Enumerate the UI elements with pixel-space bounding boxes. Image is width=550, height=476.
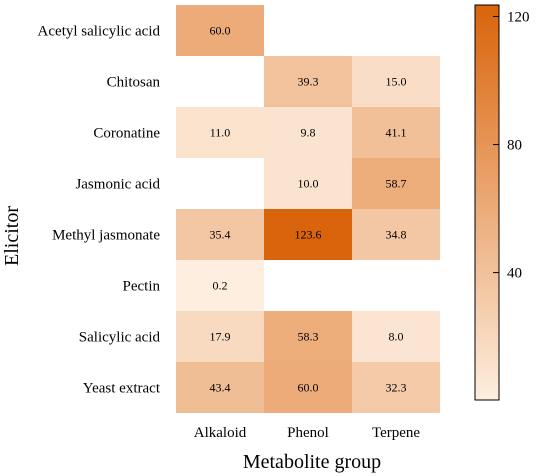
cell-value-label: 8.0 [389,330,404,344]
x-axis-label: Metabolite group [243,451,381,473]
heatmap-cell [176,311,264,362]
heatmap-cell [176,260,264,311]
cell-value-label: 0.2 [213,279,228,293]
heatmap-cell [352,362,440,413]
heatmap-cell [176,107,264,158]
heatmap-cell [352,209,440,260]
heatmap-cell [264,56,352,107]
cell-value-label: 11.0 [210,126,231,140]
colorbar-gradient [474,4,500,401]
heatmap-cell [264,311,352,362]
heatmap-cell [176,209,264,260]
y-axis-label: Elicitor [1,206,23,266]
heatmap-cells: 60.0 39.3 15.0 11.0 9.8 41.1 10.0 58.7 35.4 123.6… [176,5,440,413]
y-tick-label: Methyl jasmonate [52,228,160,244]
heatmap-cell [264,158,352,209]
heatmap-cell [264,362,352,413]
heatmap-cell [352,56,440,107]
cell-value-label: 43.4 [210,381,231,395]
cell-value-label: 39.3 [298,75,319,89]
cell-value-label: 34.8 [386,228,407,242]
y-tick-label: Salicylic acid [79,330,161,346]
heatmap-cell [176,5,264,56]
heatmap-cell [264,209,352,260]
x-tick-label: Phenol [287,425,329,441]
heatmap-cell [176,362,264,413]
x-tick-labels: Alkaloid Phenol Terpene [194,425,421,441]
colorbar-ticks: 40 80 120 [493,10,530,282]
cell-value-label: 35.4 [210,228,231,242]
cell-value-label: 41.1 [386,126,407,140]
x-tick-label: Alkaloid [194,425,247,441]
heatmap-cell [352,311,440,362]
cell-value-label: 58.7 [386,177,407,191]
colorbar-tick-label: 40 [507,266,522,282]
heatmap-cell [352,158,440,209]
cell-value-label: 10.0 [298,177,319,191]
y-tick-label: Acetyl salicylic acid [38,24,161,40]
y-tick-labels: Acetyl salicylic acid Chitosan Coronatine J… [38,24,161,397]
heatmap-cell [352,107,440,158]
cell-value-label: 9.8 [301,126,316,140]
cell-value-label: 60.0 [210,24,231,38]
cell-value-label: 60.0 [298,381,319,395]
heatmap-cell [264,107,352,158]
y-tick-label: Coronatine [93,126,160,142]
y-tick-label: Pectin [123,279,161,295]
colorbar: 40 80 120 [474,4,530,401]
colorbar-tick-label: 80 [507,138,522,154]
cell-value-label: 15.0 [386,75,407,89]
cell-value-label: 17.9 [210,330,231,344]
y-tick-label: Jasmonic acid [75,177,160,193]
cell-value-label: 123.6 [295,228,322,242]
x-tick-label: Terpene [372,425,420,441]
cell-value-label: 58.3 [298,330,319,344]
y-tick-label: Chitosan [107,75,161,91]
y-tick-label: Yeast extract [83,381,161,397]
cell-value-label: 32.3 [386,381,407,395]
colorbar-tick-label: 120 [507,10,530,26]
